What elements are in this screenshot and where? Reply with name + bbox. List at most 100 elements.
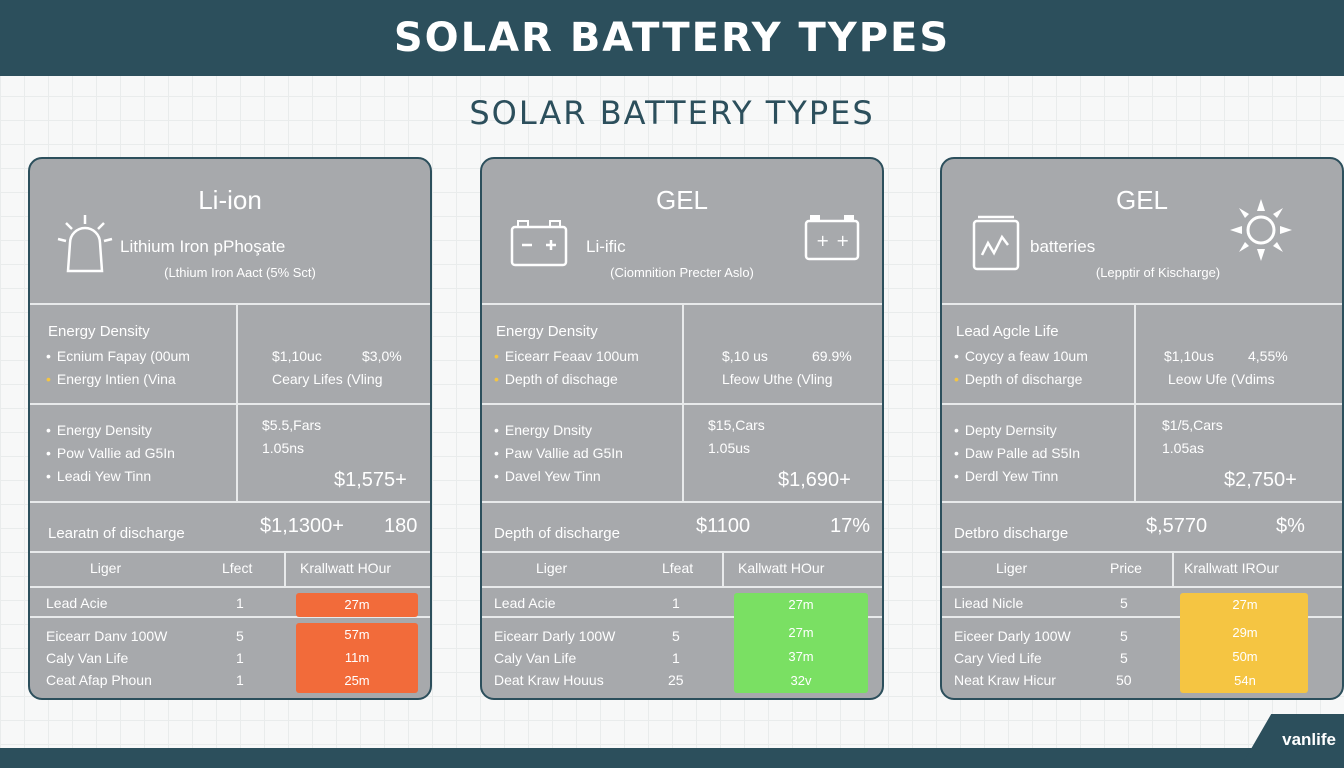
divider (236, 303, 238, 501)
value-text: 1.05as (1162, 440, 1205, 456)
value-text: 17% (830, 515, 871, 537)
value-text: $3,0% (362, 348, 402, 364)
value-text: Leow Ufe (Vdims (1168, 371, 1275, 387)
table-cell: 11m (344, 650, 370, 665)
section-heading: Energy Density (496, 323, 598, 340)
price-value: $2,750+ (1224, 469, 1297, 491)
section-label: Depth of discharge (494, 525, 620, 542)
value-text: $5.5,Fars (262, 417, 322, 433)
table-cell: 1 (672, 650, 680, 666)
card-title: GEL (655, 185, 709, 215)
divider (942, 303, 1342, 305)
value-text: Ceary Lifes (Vling (272, 371, 383, 387)
section-label: Learatn of discharge (48, 525, 185, 542)
price-value: $1,575+ (334, 469, 407, 491)
svg-text:+: + (816, 231, 829, 250)
table-cell: 25m (344, 673, 370, 688)
table-cell: Ceat Afap Phoun (46, 672, 152, 688)
table-cell: 27m (788, 597, 814, 612)
card-title: Li-ion (198, 185, 262, 215)
list-item: • Coycy a feaw 10um (954, 348, 1088, 364)
battery-icon (510, 220, 568, 267)
list-item: • Energy Intien (Vina (46, 371, 176, 387)
divider (682, 303, 684, 501)
list-item: • Energy Density (46, 422, 152, 438)
value-text: $,5770 (1146, 515, 1208, 537)
value-text: Lfeow Uthe (Vling (722, 371, 833, 387)
list-item: • Pow Vallie ad G5In (46, 445, 175, 461)
brand-logo-text: vanlife (1282, 730, 1336, 749)
table-cell: 29m (1232, 625, 1258, 640)
list-item: • Derdl Yew Tinn (954, 468, 1059, 484)
table-cell: 50 (1116, 672, 1132, 688)
divider (942, 403, 1342, 405)
list-item: • Davel Yew Tinn (494, 468, 601, 484)
battery-name: Li-ific (586, 237, 626, 256)
price-value: $1,690+ (778, 469, 851, 491)
divider (942, 501, 1342, 503)
bottom-bar (0, 748, 1344, 768)
divider (30, 501, 430, 503)
table-cell: 27m (788, 625, 814, 640)
table-cell: Neat Kraw Hicur (954, 672, 1056, 688)
table-cell: 27m (344, 597, 370, 612)
battery-card-gel-2: GEL batteries (Lepptir of Kischarge) Lea… (940, 157, 1344, 700)
battery-note: (Ciomnition Precter Aslo) (610, 265, 754, 280)
value-text: 69.9% (812, 348, 852, 364)
table-header: Lfect (222, 560, 253, 576)
table-cell: 32v (790, 673, 812, 688)
list-item: • Eicearr Feaav 100um (494, 348, 639, 364)
value-text: 180 (384, 515, 418, 537)
table-header: Krallwatt IROur (1184, 560, 1279, 576)
divider (482, 586, 882, 588)
table-cell: Liead Nicle (954, 595, 1024, 611)
table-cell: 5 (236, 628, 244, 644)
table-cell: 57m (344, 627, 370, 642)
value-text: $1,1300+ (260, 515, 344, 537)
divider (284, 551, 286, 586)
divider (30, 586, 430, 588)
table-cell: 5 (1120, 650, 1128, 666)
section-heading: Energy Density (48, 323, 150, 340)
divider (942, 586, 1342, 588)
table-cell: Caly Van Life (46, 650, 129, 666)
list-item: • Leadi Yew Tinn (46, 468, 152, 484)
divider (942, 551, 1342, 553)
table-cell: Lead Acie (46, 595, 108, 611)
divider (482, 403, 882, 405)
card-title: GEL (1115, 185, 1169, 215)
battery-card-li-ion: Li-ion Lithium Iron pPhoşate (Lthium Iro… (28, 157, 432, 700)
table-cell: 1 (236, 650, 244, 666)
value-text: $1,10us (1164, 348, 1214, 364)
value-text: $% (1276, 515, 1305, 537)
sun-icon (1230, 199, 1292, 261)
value-text: $1100 (696, 515, 751, 537)
battery-name: batteries (1030, 237, 1096, 256)
list-item: • Ecnium Fapay (00um (46, 348, 190, 364)
table-cell: 54n (1234, 673, 1256, 688)
table-cell: 5 (672, 628, 680, 644)
divider (722, 551, 724, 586)
divider (942, 616, 1342, 618)
battery-name: Lithium Iron pPhoşate (120, 237, 286, 256)
page-title: SOLAR BATTERY TYPES (393, 15, 951, 61)
value-text: 1.05us (708, 440, 751, 456)
divider (482, 551, 882, 553)
divider (1134, 303, 1136, 501)
list-item: • Paw Vallie ad G5In (494, 445, 623, 461)
value-bar (296, 669, 418, 693)
sun-icon (57, 215, 113, 273)
table-cell: 1 (672, 595, 680, 611)
list-item: • Daw Palle ad S5In (954, 445, 1081, 461)
table-cell: 37m (788, 649, 814, 664)
divider (482, 616, 882, 618)
value-text: $1/5,Cars (1162, 417, 1223, 433)
brand-badge: vanlife (1240, 714, 1344, 768)
table-cell: Eicearr Danv 100W (46, 628, 168, 644)
table-cell: Caly Van Life (494, 650, 577, 666)
value-bar (296, 593, 418, 617)
table-cell: 50m (1232, 649, 1258, 664)
value-text: $,10 us (722, 348, 768, 364)
table-header: Liger (996, 560, 1028, 576)
table-header: Krallwatt HOur (300, 560, 392, 576)
